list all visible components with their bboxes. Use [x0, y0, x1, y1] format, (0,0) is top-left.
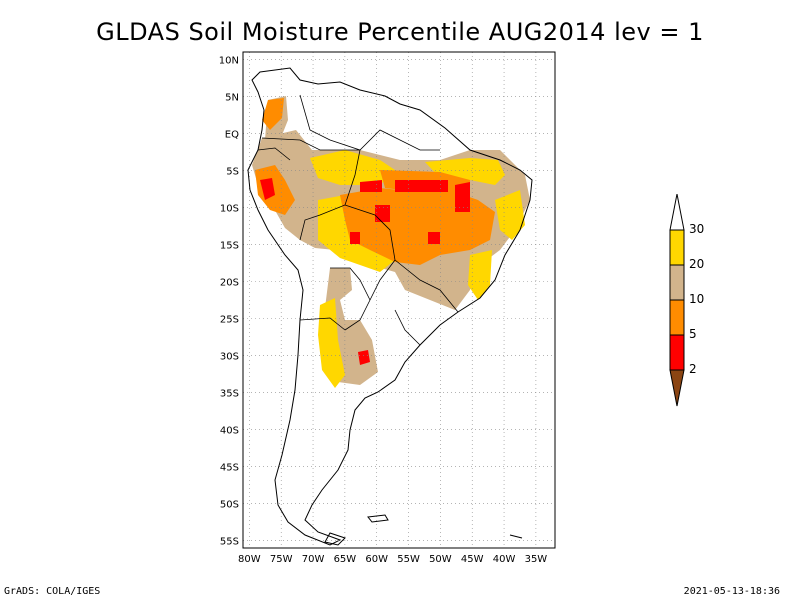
shade-red-1 — [360, 180, 382, 192]
shade-yellow-south — [318, 298, 345, 388]
y-tick-label: 5S — [226, 166, 239, 177]
colorbar-level-label: 20 — [689, 257, 705, 271]
y-tick-label: 50S — [220, 500, 239, 511]
x-tick-label: 35W — [525, 554, 548, 565]
continent-outline — [247, 67, 533, 546]
shade-red-6 — [428, 232, 440, 244]
y-tick-label: 5N — [225, 92, 239, 103]
x-tick-label: 55W — [397, 554, 420, 565]
y-tick-label: 10N — [219, 55, 239, 66]
shade-red-2 — [395, 180, 448, 192]
shade-orange-north — [262, 98, 284, 130]
colorbar-level-label: 30 — [689, 222, 705, 236]
percentile-shading — [252, 96, 530, 388]
y-tick-label: 45S — [220, 463, 239, 474]
y-tick-label: 55S — [220, 537, 239, 548]
x-tick-label: 50W — [429, 554, 452, 565]
shade-red-4 — [375, 205, 390, 222]
footer-credit: GrADS: COLA/IGES — [4, 586, 101, 597]
x-tick-label: 80W — [238, 554, 261, 565]
colorbar-top-cap — [669, 194, 685, 231]
y-tick-label: 10S — [220, 203, 239, 214]
x-tick-label: 65W — [334, 554, 357, 565]
falkland-islands — [367, 514, 389, 523]
shade-red-7 — [358, 350, 370, 365]
colorbar-band-tan — [669, 264, 685, 301]
colorbar-bottom-cap — [669, 369, 685, 407]
country-borders — [257, 94, 459, 346]
tierra-del-fuego — [324, 532, 346, 546]
colorbar — [669, 194, 685, 407]
map-title: GLDAS Soil Moisture Percentile AUG2014 l… — [96, 18, 704, 46]
y-tick-label: EQ — [225, 129, 239, 140]
x-tick-label: 40W — [493, 554, 516, 565]
x-tick-label: 70W — [302, 554, 325, 565]
x-tick-labels: 80W 75W 70W 65W 60W 55W 50W 45W 40W 35W — [238, 554, 547, 565]
x-tick-label: 60W — [365, 554, 388, 565]
map-grid — [243, 52, 555, 548]
shade-yellow-ne — [495, 190, 525, 240]
south-georgia — [509, 534, 523, 539]
colorbar-level-label: 2 — [689, 362, 697, 376]
y-tick-label: 25S — [220, 315, 239, 326]
y-tick-label: 35S — [220, 389, 239, 400]
shade-orange-west — [255, 165, 295, 215]
y-tick-label: 15S — [220, 240, 239, 251]
shade-yellow-se — [468, 250, 492, 300]
shade-red-3 — [455, 182, 470, 212]
colorbar-level-label: 10 — [689, 292, 705, 306]
colorbar-band-yellow — [669, 229, 685, 266]
x-tick-label: 75W — [270, 554, 293, 565]
shade-red-8 — [350, 232, 360, 244]
footer-timestamp: 2021-05-13-18:36 — [683, 586, 780, 597]
y-tick-label: 40S — [220, 426, 239, 437]
map-frame — [242, 51, 556, 549]
colorbar-band-red — [669, 334, 685, 371]
y-tick-label: 20S — [220, 277, 239, 288]
colorbar-level-label: 5 — [689, 327, 697, 341]
x-tick-label: 45W — [461, 554, 484, 565]
colorbar-band-orange — [669, 299, 685, 336]
south-america-coastline — [247, 67, 533, 546]
y-tick-labels: 10N 5N EQ 5S 10S 15S 20S 25S 30S 35S 40S 45S 50S 55S — [219, 55, 239, 547]
shade-yellow-north — [310, 150, 395, 185]
shade-red-5 — [260, 178, 275, 200]
y-tick-label: 30S — [220, 352, 239, 363]
